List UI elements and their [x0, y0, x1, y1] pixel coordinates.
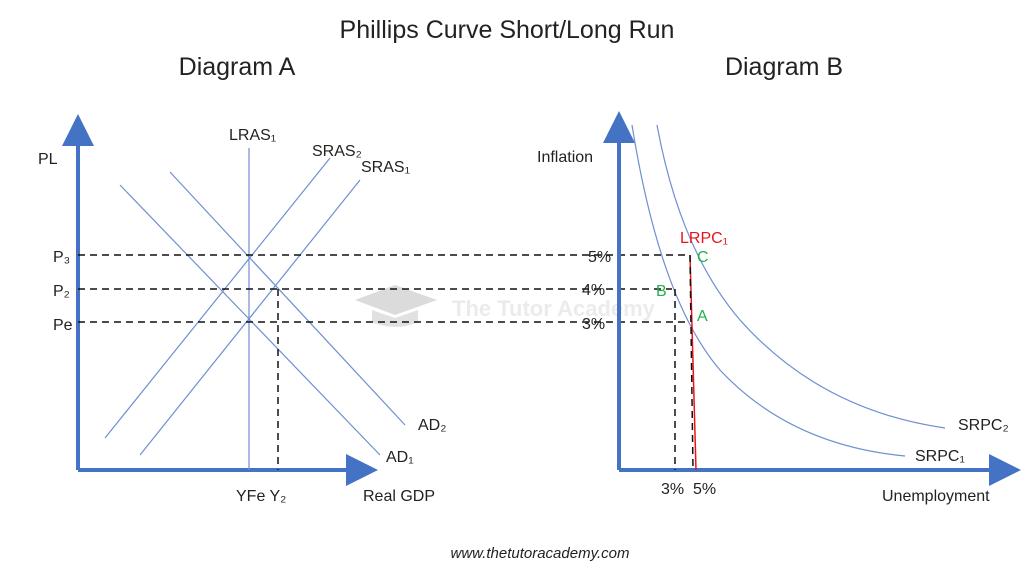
srpc1-label: SRPC₁	[915, 448, 965, 465]
graduation-cap-icon	[355, 285, 437, 315]
srpc2-label: SRPC₂	[958, 417, 1009, 434]
point-c-label: C	[697, 249, 709, 266]
inflation-label: Inflation	[537, 149, 593, 166]
point-b-label: B	[656, 283, 667, 300]
watermark-text: The Tutor Academy	[452, 296, 656, 321]
main-title: Phillips Curve Short/Long Run	[340, 16, 675, 44]
diagram-a: PL P₃ P₂ Pe LRAS₁ SRAS₂ SRAS₁ AD₂ AD₁ YF…	[38, 114, 690, 505]
b-x-ticks: 3% 5%	[661, 481, 716, 498]
sras1-label: SRAS₁	[361, 159, 410, 176]
tick-4pct: 4%	[582, 282, 605, 299]
diagram-a-title: Diagram A	[179, 53, 296, 81]
footer-url: www.thetutoracademy.com	[451, 545, 630, 562]
ad2-line	[169, 171, 406, 426]
tick-3pct: 3%	[582, 316, 605, 333]
watermark: The Tutor Academy	[355, 285, 656, 327]
srpc2-curve	[656, 124, 946, 429]
pl-label: PL	[38, 151, 58, 168]
a-x-ticks: YFe Y₂	[236, 488, 286, 505]
diagram-b: Inflation 5% 4% 3% LRPC₁ C B A SRPC₂ SRP…	[537, 111, 1021, 505]
lrpc-line	[689, 254, 697, 471]
ad2-label: AD₂	[418, 417, 446, 434]
tick-5pct: 5%	[588, 249, 611, 266]
pe-label: Pe	[53, 317, 73, 334]
sras2-label: SRAS₂	[312, 143, 362, 160]
sras2-line	[104, 157, 331, 439]
diagram-b-title: Diagram B	[725, 53, 843, 81]
p2-label: P₂	[53, 283, 70, 300]
real-gdp-label: Real GDP	[363, 488, 435, 505]
ad1-line	[119, 184, 381, 456]
sras1-line	[139, 179, 361, 456]
ad1-label: AD₁	[386, 449, 414, 466]
unemployment-label: Unemployment	[882, 488, 990, 505]
srpc1-curve	[631, 124, 906, 457]
point-a-label: A	[697, 308, 708, 325]
p3-label: P₃	[53, 249, 70, 266]
lras-label: LRAS₁	[229, 127, 276, 144]
lrpc-label: LRPC₁	[680, 230, 728, 247]
